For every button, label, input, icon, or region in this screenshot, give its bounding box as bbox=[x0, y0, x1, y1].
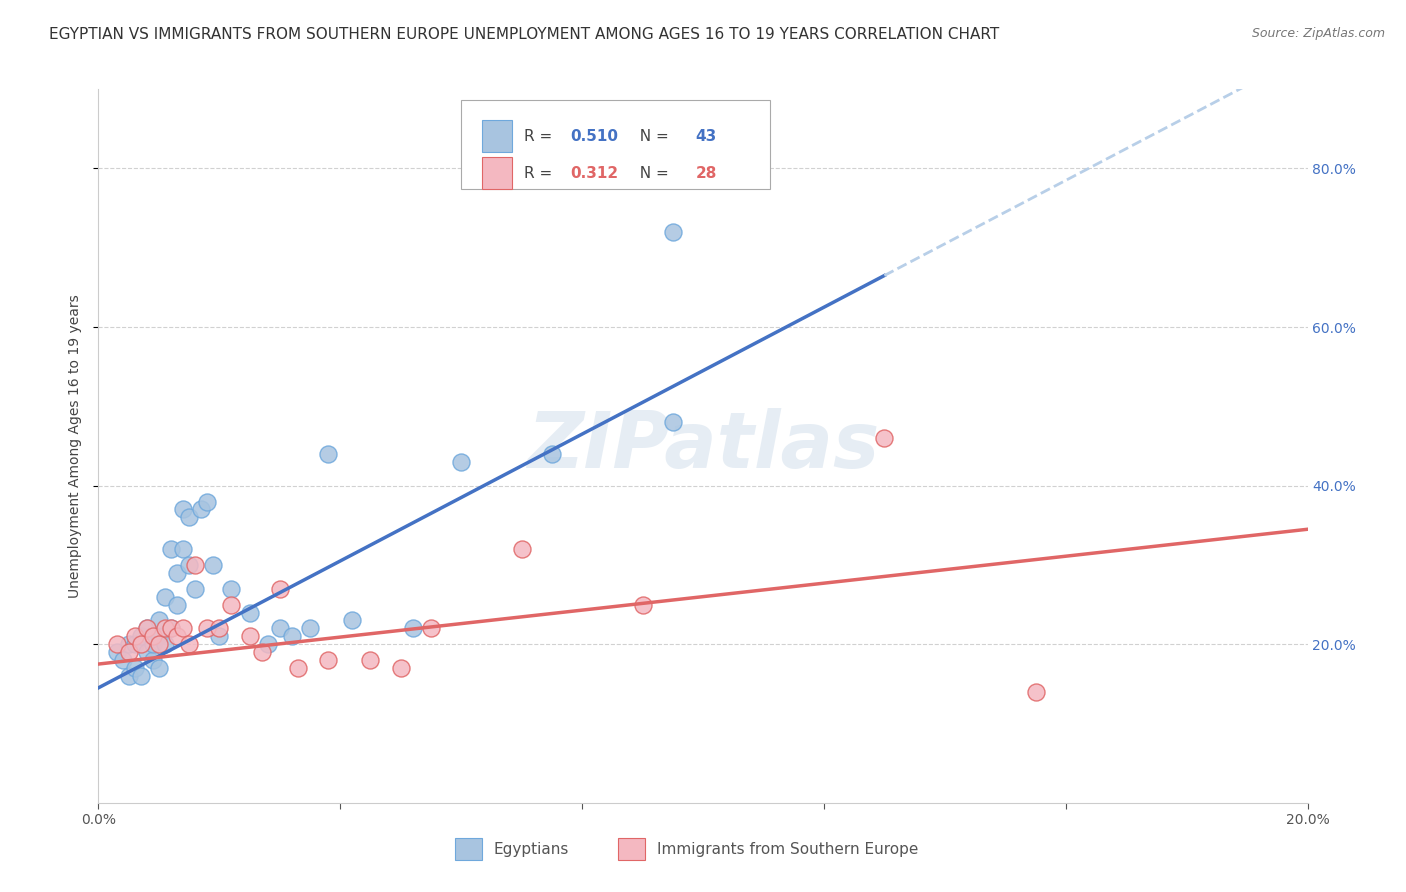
Point bbox=[184, 582, 207, 596]
Point bbox=[142, 637, 165, 651]
Point bbox=[124, 661, 146, 675]
Point bbox=[281, 629, 304, 643]
Point bbox=[160, 621, 183, 635]
Point bbox=[142, 629, 165, 643]
Text: 28: 28 bbox=[696, 166, 717, 181]
Point bbox=[105, 637, 128, 651]
Point bbox=[631, 598, 654, 612]
Point bbox=[208, 629, 231, 643]
Point bbox=[269, 621, 291, 635]
Point bbox=[135, 621, 157, 635]
Point bbox=[221, 598, 243, 612]
Point bbox=[111, 653, 134, 667]
Point bbox=[105, 645, 128, 659]
Text: Immigrants from Southern Europe: Immigrants from Southern Europe bbox=[657, 842, 918, 856]
FancyBboxPatch shape bbox=[461, 100, 769, 189]
Point bbox=[450, 455, 472, 469]
Point bbox=[166, 598, 188, 612]
Point bbox=[540, 447, 562, 461]
Point bbox=[153, 637, 176, 651]
Point bbox=[299, 621, 322, 635]
Point bbox=[153, 590, 176, 604]
Bar bbox=[482, 157, 512, 189]
Point bbox=[118, 669, 141, 683]
Point bbox=[202, 558, 225, 572]
Point bbox=[195, 494, 218, 508]
Point bbox=[129, 637, 152, 651]
Point bbox=[402, 621, 425, 635]
Text: N =: N = bbox=[630, 166, 673, 181]
Point bbox=[510, 542, 533, 557]
Point bbox=[661, 225, 683, 239]
Point bbox=[118, 645, 141, 659]
Point bbox=[221, 582, 243, 596]
Point bbox=[142, 653, 165, 667]
Point bbox=[179, 637, 201, 651]
Point bbox=[184, 558, 207, 572]
Point bbox=[153, 621, 176, 635]
Point bbox=[129, 669, 152, 683]
Point bbox=[148, 637, 170, 651]
Point bbox=[873, 431, 896, 445]
Text: Egyptians: Egyptians bbox=[494, 842, 569, 856]
Text: Source: ZipAtlas.com: Source: ZipAtlas.com bbox=[1251, 27, 1385, 40]
Point bbox=[256, 637, 278, 651]
Point bbox=[172, 502, 194, 516]
Point bbox=[1024, 685, 1046, 699]
Point bbox=[250, 645, 273, 659]
Y-axis label: Unemployment Among Ages 16 to 19 years: Unemployment Among Ages 16 to 19 years bbox=[69, 294, 83, 598]
Point bbox=[166, 629, 188, 643]
Point bbox=[160, 542, 183, 557]
Text: N =: N = bbox=[630, 128, 673, 144]
Point bbox=[420, 621, 443, 635]
Point bbox=[160, 621, 183, 635]
Point bbox=[148, 614, 170, 628]
Point bbox=[360, 653, 382, 667]
Point bbox=[342, 614, 364, 628]
Point bbox=[195, 621, 218, 635]
Point bbox=[135, 645, 157, 659]
Point bbox=[148, 629, 170, 643]
Text: EGYPTIAN VS IMMIGRANTS FROM SOUTHERN EUROPE UNEMPLOYMENT AMONG AGES 16 TO 19 YEA: EGYPTIAN VS IMMIGRANTS FROM SOUTHERN EUR… bbox=[49, 27, 1000, 42]
Point bbox=[239, 606, 262, 620]
Point bbox=[179, 558, 201, 572]
Point bbox=[269, 582, 291, 596]
Point bbox=[124, 637, 146, 651]
Text: 43: 43 bbox=[696, 128, 717, 144]
Text: ZIPatlas: ZIPatlas bbox=[527, 408, 879, 484]
Point bbox=[166, 566, 188, 580]
Point bbox=[135, 621, 157, 635]
Bar bbox=[619, 838, 645, 860]
Point bbox=[172, 621, 194, 635]
Point bbox=[208, 621, 231, 635]
Text: R =: R = bbox=[524, 166, 557, 181]
Text: R =: R = bbox=[524, 128, 557, 144]
Text: 0.312: 0.312 bbox=[569, 166, 619, 181]
Point bbox=[316, 653, 339, 667]
Bar bbox=[456, 838, 482, 860]
Bar bbox=[482, 120, 512, 153]
Point bbox=[124, 629, 146, 643]
Point bbox=[389, 661, 412, 675]
Point bbox=[316, 447, 339, 461]
Point bbox=[172, 542, 194, 557]
Point bbox=[129, 629, 152, 643]
Point bbox=[661, 415, 683, 429]
Text: 0.510: 0.510 bbox=[569, 128, 619, 144]
Point bbox=[287, 661, 309, 675]
Point bbox=[148, 661, 170, 675]
Point bbox=[179, 510, 201, 524]
Point bbox=[190, 502, 212, 516]
Point bbox=[118, 637, 141, 651]
Point bbox=[239, 629, 262, 643]
